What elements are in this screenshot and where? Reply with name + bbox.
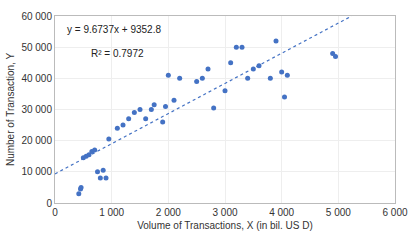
svg-text:30 000: 30 000 (21, 104, 52, 115)
svg-text:2 000: 2 000 (156, 207, 181, 218)
svg-text:5 000: 5 000 (326, 207, 351, 218)
svg-text:4 000: 4 000 (269, 207, 294, 218)
svg-text:20 000: 20 000 (21, 135, 52, 146)
svg-text:3 000: 3 000 (212, 207, 237, 218)
svg-text:40 000: 40 000 (21, 73, 52, 84)
svg-text:50 000: 50 000 (21, 42, 52, 53)
svg-text:0: 0 (46, 198, 52, 209)
svg-text:R² = 0.7972: R² = 0.7972 (91, 48, 144, 59)
svg-text:6 000: 6 000 (382, 207, 407, 218)
svg-text:60 000: 60 000 (21, 11, 52, 22)
svg-text:0: 0 (52, 207, 58, 218)
svg-text:1 000: 1 000 (99, 207, 124, 218)
svg-text:Number of Transaction, Y: Number of Transaction, Y (5, 53, 16, 167)
svg-text:10 000: 10 000 (21, 166, 52, 177)
svg-text:y = 9.6737x + 9352.8: y = 9.6737x + 9352.8 (67, 24, 161, 35)
svg-text:Volume of Transactions, X (in: Volume of Transactions, X (in bil. US D) (137, 220, 313, 231)
